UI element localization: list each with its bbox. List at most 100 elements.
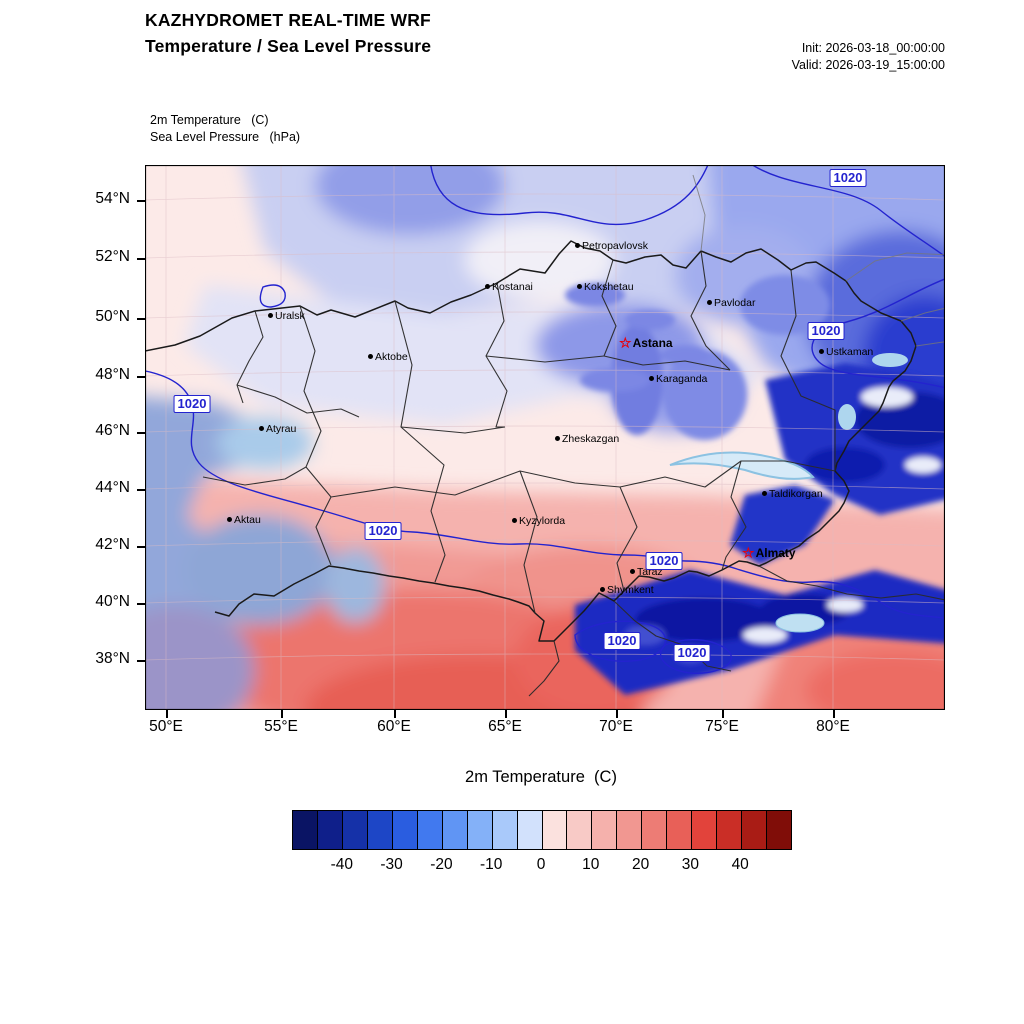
colorbar-segment [617, 811, 643, 849]
lat-label-38n: 38°N [95, 650, 130, 667]
lake-alakol [838, 404, 856, 430]
city-label: Uralsk [275, 309, 305, 322]
city-dot [577, 284, 582, 290]
colorbar-segment [442, 811, 468, 849]
lake-issykkul [775, 613, 825, 633]
city-marker-uralsk: Uralsk [268, 307, 305, 325]
colorbar-ticks: -40 -30 -20 -10 0 10 20 30 40 [292, 856, 790, 878]
lat-tick [137, 603, 145, 605]
colorbar-segment [342, 811, 368, 849]
city-marker-petropavlovsk: Petropavlovsk [575, 237, 648, 255]
lat-tick [137, 318, 145, 320]
city-marker-kyzylorda: Kyzylorda [512, 512, 565, 530]
colorbar-segment [293, 811, 318, 849]
city-label: Pavlodar [714, 296, 756, 309]
city-marker-karaganda: Karaganda [649, 370, 707, 388]
capital-star-icon: ☆ [619, 334, 632, 351]
city-label: Kokshetau [584, 280, 634, 293]
colorbar-title: 2m Temperature (C) [465, 768, 617, 786]
map-frame [145, 165, 945, 710]
lon-label-80e: 80°E [816, 718, 850, 735]
colorbar-tick-label: -20 [430, 856, 453, 873]
oblast-borders [202, 250, 945, 697]
lat-label-52n: 52°N [95, 248, 130, 265]
colorbar-segment [417, 811, 443, 849]
colorbar-segment [742, 811, 768, 849]
lat-label-48n: 48°N [95, 366, 130, 383]
pressure-contour-label: 1020 [673, 644, 711, 662]
page-subtitle: Temperature / Sea Level Pressure [145, 36, 432, 56]
lat-tick [137, 660, 145, 662]
lon-label-60e: 60°E [377, 718, 411, 735]
lon-tick [505, 710, 507, 718]
city-dot [268, 313, 273, 319]
city-dot [227, 517, 232, 523]
city-label: Kyzylorda [519, 514, 566, 527]
city-dot [819, 349, 824, 355]
lat-label-46n: 46°N [95, 422, 130, 439]
colorbar-segment [692, 811, 718, 849]
lon-tick [281, 710, 283, 718]
city-dot [762, 491, 767, 497]
city-label: Aktobe [375, 350, 408, 363]
colorbar-tick-label: -30 [380, 856, 403, 873]
city-label: Kostanai [492, 280, 533, 293]
colorbar-tick-label: 40 [731, 856, 749, 873]
lat-label-44n: 44°N [95, 479, 130, 496]
city-marker-kokshetau: Kokshetau [577, 278, 634, 296]
city-marker-zheskazgan: Zheskazgan [555, 430, 619, 448]
lat-tick [137, 376, 145, 378]
capital-label: Astana [632, 336, 673, 350]
lat-label-40n: 40°N [95, 593, 130, 610]
colorbar-tick-label: 10 [582, 856, 600, 873]
pressure-contours [145, 165, 945, 674]
city-dot [649, 376, 654, 382]
colorbar-segment [392, 811, 418, 849]
capital-label: Almaty [755, 546, 796, 560]
colorbar-segment [467, 811, 493, 849]
colorbar-segment [717, 811, 743, 849]
city-dot [259, 426, 264, 432]
city-marker-ustkaman: Ustkaman [819, 343, 873, 361]
city-marker-taldikorgan: Taldikorgan [762, 485, 823, 503]
lon-label-75e: 75°E [705, 718, 739, 735]
city-marker-astana: ☆Astana [619, 334, 673, 352]
city-dot [555, 436, 560, 442]
pressure-contour-label: 1020 [603, 632, 641, 650]
city-marker-shymkent: Shymkent [600, 581, 654, 599]
colorbar-tick-label: 30 [681, 856, 700, 873]
lon-tick [166, 710, 168, 718]
map-canvas [145, 165, 945, 710]
lon-label-55e: 55°E [264, 718, 298, 735]
city-label: Shymkent [607, 583, 654, 596]
lat-tick [137, 200, 145, 202]
city-marker-pavlodar: Pavlodar [707, 294, 755, 312]
city-marker-aktau: Aktau [227, 511, 261, 529]
colorbar-track [292, 810, 792, 850]
colorbar-tick-label: 0 [536, 856, 546, 873]
colorbar-tick-label: -10 [479, 856, 503, 873]
pressure-contour-label: 1020 [645, 552, 683, 570]
lon-label-70e: 70°E [599, 718, 633, 735]
city-dot [368, 354, 373, 360]
colorbar-segment [567, 811, 593, 849]
colorbar-segment [367, 811, 393, 849]
lat-tick [137, 432, 145, 434]
city-dot [600, 587, 605, 593]
lon-label-50e: 50°E [149, 718, 183, 735]
weather-map: Petropavlovsk Kostanai Kokshetau Pavloda… [145, 165, 945, 710]
city-dot [575, 243, 580, 249]
lon-label-65e: 65°E [488, 718, 522, 735]
init-timestamp: Init: 2026-03-18_00:00:00 [801, 41, 945, 55]
colorbar-segment [592, 811, 618, 849]
lon-tick [394, 710, 396, 718]
city-label: Atyrau [266, 422, 297, 435]
city-dot [512, 518, 517, 524]
colorbar-tick-label: -40 [330, 856, 353, 873]
foreign-borders [692, 174, 945, 347]
pressure-contour-label: 1020 [364, 522, 402, 540]
lat-label-42n: 42°N [95, 536, 130, 553]
city-dot [485, 284, 490, 290]
city-label: Zheskazgan [562, 432, 620, 445]
colorbar-segment [317, 811, 343, 849]
